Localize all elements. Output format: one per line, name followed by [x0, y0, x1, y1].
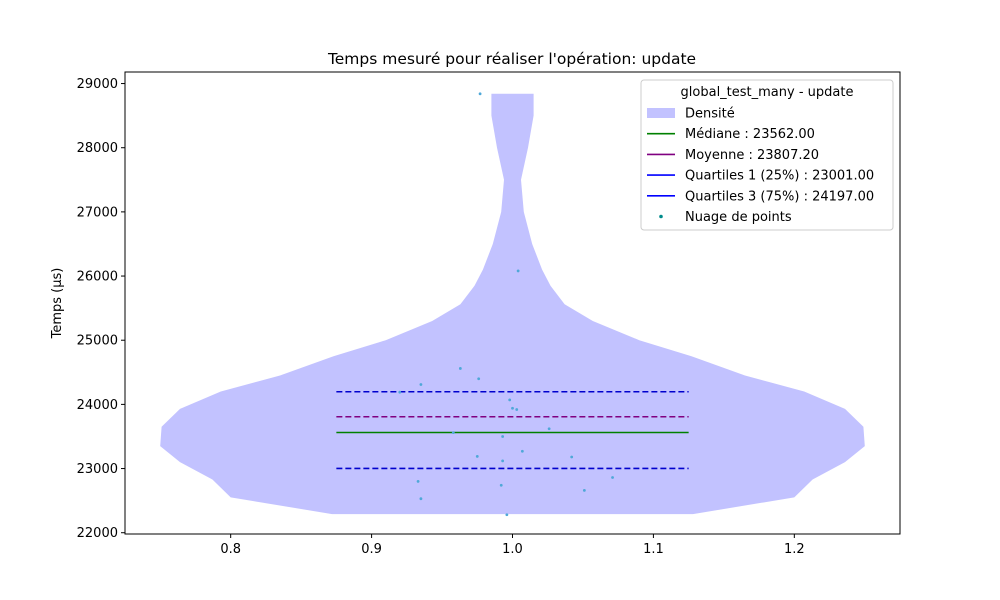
point-cloud: [398, 92, 614, 517]
legend-entry-label: Densité: [685, 107, 735, 122]
data-point: [501, 435, 505, 438]
violin-body: [160, 93, 865, 515]
data-point: [451, 431, 455, 435]
data-point: [505, 513, 509, 517]
y-tick-label: 24000: [77, 398, 118, 413]
data-point: [458, 367, 462, 370]
data-point: [416, 479, 420, 483]
y-tick-label: 25000: [77, 334, 118, 349]
x-tick-label: 0.8: [220, 542, 241, 557]
data-point: [611, 476, 614, 479]
legend-title: global_test_many - update: [681, 85, 854, 100]
y-tick-label: 26000: [77, 270, 118, 285]
violin-shape: [160, 93, 865, 515]
x-tick-label: 0.9: [361, 542, 382, 557]
data-point: [501, 459, 505, 463]
legend-entry-label: Quartiles 3 (75%) : 24197.00: [685, 189, 874, 204]
data-point: [511, 406, 514, 410]
data-point: [499, 483, 503, 487]
x-tick-label: 1.2: [784, 542, 805, 557]
data-point: [419, 383, 423, 386]
chart-title: Temps mesuré pour réaliser l'opération: …: [327, 50, 696, 68]
legend-swatch: [647, 108, 675, 118]
x-tick-label: 1.0: [502, 542, 523, 557]
legend-frame: [640, 79, 894, 231]
y-axis: 22000 23000 24000 25000 26000 27000 28000 29000: [77, 77, 125, 541]
data-point: [478, 92, 482, 96]
stat-lines: [336, 390, 689, 470]
y-tick-label: 29000: [77, 77, 118, 92]
data-point: [477, 377, 481, 381]
data-point: [508, 398, 512, 402]
data-point: [582, 488, 586, 492]
data-point: [475, 454, 479, 458]
data-point: [547, 427, 551, 431]
data-point: [515, 408, 519, 411]
y-tick-label: 27000: [77, 205, 118, 220]
y-tick-label: 23000: [77, 462, 118, 477]
y-tick-label: 22000: [77, 526, 118, 541]
data-point: [520, 449, 524, 453]
x-axis: 0.8 0.9 1.0 1.1 1.2: [220, 534, 805, 557]
y-axis-label: Temps (µs): [50, 268, 65, 340]
legend-entry-label: Moyenne : 23807.20: [685, 148, 819, 163]
data-point: [516, 269, 520, 273]
legend-entry-label: Médiane : 23562.00: [685, 127, 815, 142]
data-point: [419, 497, 423, 501]
legend-entries: Densité Médiane : 23562.00 Moyenne : 23807…: [647, 107, 874, 225]
x-tick-label: 1.1: [643, 542, 664, 557]
data-point: [570, 455, 574, 459]
legend-entry-label: Quartiles 1 (25%) : 23001.00: [685, 169, 874, 184]
data-point: [398, 390, 402, 394]
legend-swatch: [659, 214, 663, 219]
y-tick-label: 28000: [77, 141, 118, 156]
legend-entry-label: Nuage de points: [685, 210, 792, 225]
legend: global_test_many - update Densité Médiane…: [640, 79, 894, 231]
